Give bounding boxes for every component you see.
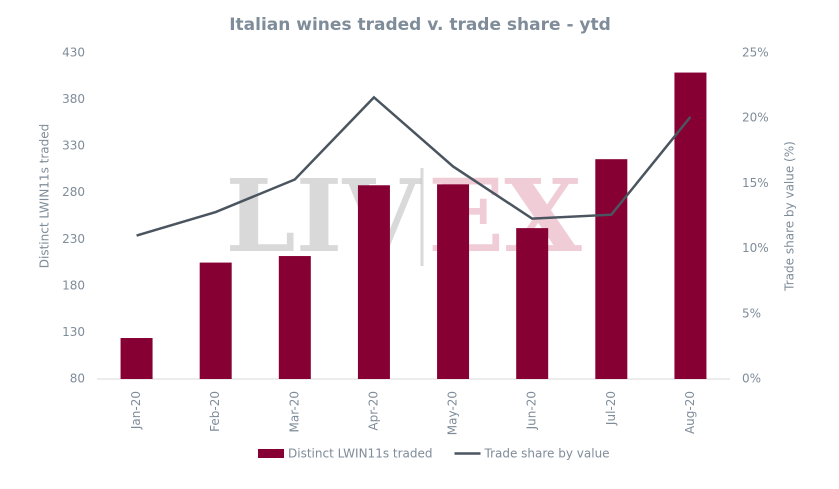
bar (595, 159, 628, 379)
chart-title: Italian wines traded v. trade share - yt… (229, 15, 611, 35)
y-tick-label: 380 (62, 92, 85, 106)
x-tick-label: Jul-20 (604, 391, 618, 426)
y2-tick-label: 15% (742, 176, 769, 190)
bar (357, 185, 390, 379)
x-tick-label: Jun-20 (525, 391, 539, 430)
x-tick-label: Feb-20 (208, 391, 222, 432)
x-tick-label: Apr-20 (366, 391, 380, 431)
x-tick-label: Aug-20 (683, 391, 697, 434)
line (136, 95, 692, 237)
y2-tick-label: 0% (742, 372, 761, 386)
y2-tick-label: 25% (742, 46, 769, 60)
y-tick-label: 280 (62, 185, 85, 199)
bar (516, 228, 549, 379)
y-tick-label: 330 (62, 139, 85, 153)
y-tick-label: 130 (62, 325, 85, 339)
x-tick-label: Mar-20 (287, 391, 301, 432)
bar (674, 72, 707, 379)
legend-swatch (258, 449, 284, 458)
y-tick-label: 80 (70, 372, 85, 386)
y-tick-label: 430 (62, 46, 85, 60)
bar (199, 262, 232, 379)
x-tick-label: Jan-20 (129, 391, 143, 430)
y2-tick-label: 5% (742, 306, 761, 320)
y-tick-label: 180 (62, 278, 85, 292)
y-tick-label: 230 (62, 232, 85, 246)
bar (120, 338, 153, 379)
y2-tick-label: 10% (742, 241, 769, 255)
watermark: LIV (225, 157, 421, 275)
x-tick-label: May-20 (446, 391, 460, 435)
legend-label: Distinct LWIN11s traded (288, 447, 433, 461)
bar (437, 184, 470, 379)
legend-label: Trade share by value (484, 447, 610, 461)
y2-tick-label: 20% (742, 111, 769, 125)
bar (278, 256, 311, 379)
y2-axis-title: Trade share by value (%) (783, 141, 797, 292)
y-axis-title: Distinct LWIN11s traded (38, 124, 52, 269)
